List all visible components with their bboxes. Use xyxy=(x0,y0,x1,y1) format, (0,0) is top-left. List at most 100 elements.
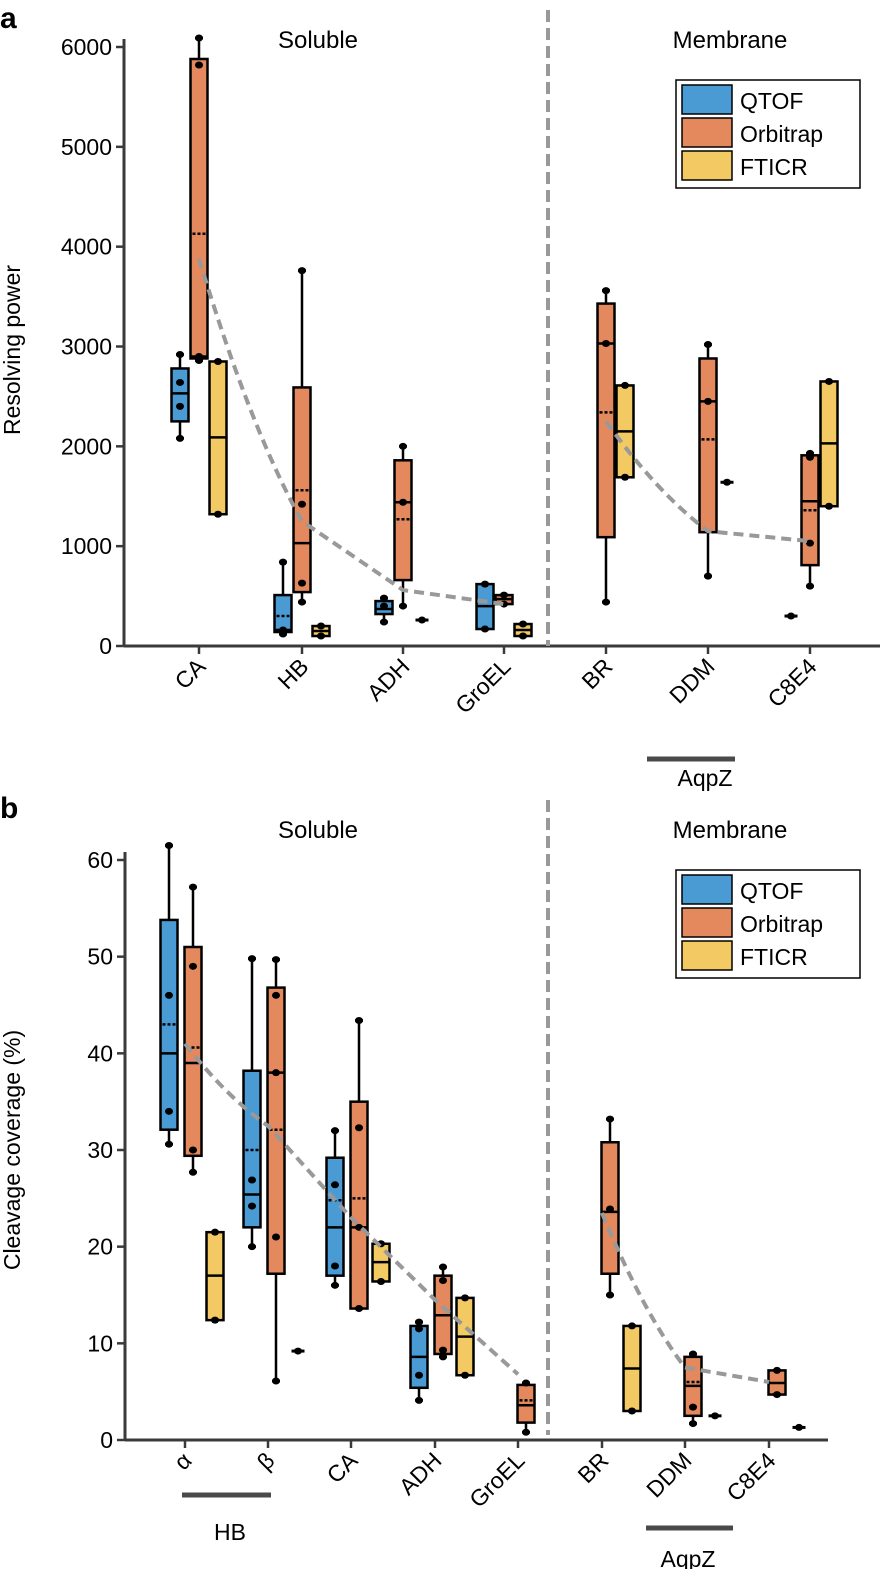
data-point xyxy=(519,620,527,628)
box-β-Orbitrap xyxy=(266,956,286,1385)
x-tick-label: BR xyxy=(573,1447,614,1488)
x-tick-label: GroEL xyxy=(464,1447,530,1513)
legend: QTOF Orbitrap FTICR xyxy=(675,79,861,189)
data-point xyxy=(165,1107,173,1115)
box-body xyxy=(325,1156,345,1277)
data-point xyxy=(787,612,795,620)
box-body xyxy=(596,302,616,539)
data-point xyxy=(689,1403,697,1411)
x-tick-label: α xyxy=(169,1447,197,1475)
region-label: Membrane xyxy=(673,27,788,54)
data-point xyxy=(628,1322,636,1330)
x-tick-label: GroEL xyxy=(450,653,516,719)
x-tick-label: HB xyxy=(273,653,314,694)
y-tick-label: 5000 xyxy=(61,134,112,160)
box-BR-Orbitrap xyxy=(600,1115,620,1299)
group-label: AqpZ xyxy=(661,1546,716,1569)
data-point xyxy=(248,955,256,963)
data-point xyxy=(606,1291,614,1299)
x-tick-label: CA xyxy=(322,1447,363,1488)
data-point xyxy=(214,510,222,518)
data-point xyxy=(248,1243,256,1251)
data-point xyxy=(189,1168,197,1176)
data-point xyxy=(806,449,814,457)
boxplots xyxy=(159,842,806,1436)
trend-line-soluble xyxy=(197,258,505,607)
data-point xyxy=(439,1346,447,1354)
data-point xyxy=(795,1423,803,1431)
data-point xyxy=(606,1205,614,1213)
data-point xyxy=(195,352,203,360)
legend-label: QTOF xyxy=(740,88,803,114)
box-α-Orbitrap xyxy=(183,883,203,1176)
data-point xyxy=(279,626,287,634)
data-point xyxy=(272,956,280,964)
region-label: Soluble xyxy=(278,817,358,844)
data-point xyxy=(298,598,306,606)
data-point xyxy=(189,1146,197,1154)
data-point xyxy=(165,842,173,849)
legend-label: FTICR xyxy=(740,944,808,970)
panel-b: b 0 10 20 30 40 50 60 Cleavage coverage (%) α β CA A… xyxy=(0,792,861,1569)
box-DDM-Orbitrap xyxy=(698,341,718,580)
data-point xyxy=(461,1294,469,1302)
data-point xyxy=(272,1377,280,1385)
y-tick-label: 3000 xyxy=(61,334,112,360)
data-point xyxy=(689,1350,697,1358)
data-point xyxy=(189,962,197,970)
data-point xyxy=(331,1281,339,1289)
data-point xyxy=(380,602,388,610)
box-body xyxy=(273,593,293,634)
data-point xyxy=(825,377,833,385)
data-point xyxy=(294,1347,302,1355)
data-point xyxy=(355,1124,363,1132)
y-tick-label: 0 xyxy=(99,633,112,659)
group-label: HB xyxy=(214,1519,246,1545)
data-point xyxy=(214,357,222,365)
box-CA-FTICR xyxy=(208,357,228,518)
data-point xyxy=(519,632,527,640)
data-point xyxy=(602,598,610,606)
data-point xyxy=(211,1316,219,1324)
box-BR-Orbitrap xyxy=(596,287,616,606)
x-tick-label: DDM xyxy=(641,1447,696,1502)
box-C8E4-Orbitrap xyxy=(800,449,820,590)
data-point xyxy=(165,991,173,999)
box-CA-QTOF xyxy=(170,350,190,442)
data-point xyxy=(481,580,489,588)
data-point xyxy=(704,572,712,580)
box-body xyxy=(183,945,203,1158)
legend-swatch-orbitrap xyxy=(681,907,733,938)
data-point xyxy=(628,1407,636,1415)
legend-swatch-fticr xyxy=(681,940,733,971)
data-point xyxy=(415,1325,423,1333)
y-tick-label: 50 xyxy=(87,944,113,970)
data-point xyxy=(355,1016,363,1024)
data-point xyxy=(195,61,203,69)
data-point xyxy=(399,442,407,450)
y-axis-title: Cleavage coverage (%) xyxy=(0,1030,25,1270)
legend-label: Orbitrap xyxy=(740,121,823,147)
data-point xyxy=(602,287,610,295)
y-tick-label: 10 xyxy=(87,1330,113,1356)
data-point xyxy=(248,1202,256,1210)
data-point xyxy=(773,1366,781,1374)
data-point xyxy=(522,1379,530,1387)
data-point xyxy=(176,434,184,442)
data-point xyxy=(415,1371,423,1379)
legend: QTOF Orbitrap FTICR xyxy=(675,869,861,979)
data-point xyxy=(704,397,712,405)
data-point xyxy=(176,350,184,358)
data-point xyxy=(195,34,203,42)
box-BR-FTICR xyxy=(615,381,635,481)
data-point xyxy=(248,1176,256,1184)
data-point xyxy=(439,1277,447,1284)
box-ADH-QTOF xyxy=(409,1318,429,1404)
box-body xyxy=(189,57,209,360)
box-C8E4-Orbitrap xyxy=(767,1366,787,1399)
box-CA-Orbitrap xyxy=(189,34,209,364)
x-tick-label: β xyxy=(252,1447,280,1475)
box-β-QTOF xyxy=(242,955,262,1251)
region-label: Membrane xyxy=(673,817,788,844)
